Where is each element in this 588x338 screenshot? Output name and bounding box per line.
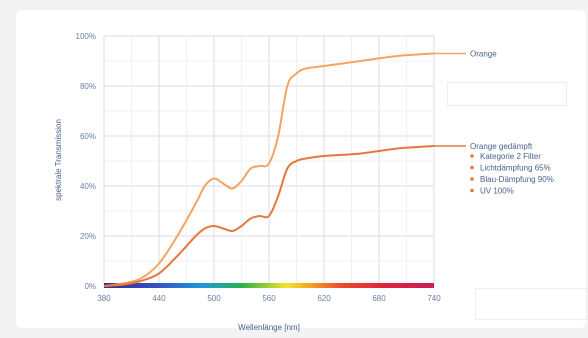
legend-bullet-dot	[470, 177, 474, 181]
legend-bullet-text: Lichtdämpfung 65%	[480, 164, 551, 173]
y-tick-label: 60%	[80, 132, 96, 141]
y-tick-label: 80%	[80, 82, 96, 91]
y-tick-label: 20%	[80, 232, 96, 241]
legend-bullet-dot	[470, 165, 474, 170]
y-tick-label: 0%	[84, 282, 96, 291]
x-tick-label: 380	[97, 294, 111, 303]
legend-bullet-text: Blau-Dämpfung 90%	[480, 175, 554, 184]
spectrum-gradient	[104, 283, 434, 288]
grid-lines	[103, 35, 435, 287]
series-line-0	[103, 52, 435, 287]
legend-label-0: Orange	[470, 50, 497, 59]
x-tick-label: 560	[262, 294, 276, 303]
legend-bullet-text: Kategorie 2 Filter	[480, 152, 541, 161]
y-axis-title: spektrale Transmission	[54, 119, 63, 201]
legend-bullet-text: UV 100%	[480, 187, 514, 196]
y-tick-label: 100%	[76, 32, 96, 41]
x-tick-label: 680	[372, 294, 386, 303]
legend-label-1: Orange gedämpft	[470, 142, 533, 151]
chart-frame	[16, 10, 586, 328]
x-axis-ticks: 380 440 500 560 620 680 740	[97, 294, 441, 303]
x-tick-label: 440	[152, 294, 166, 303]
series-line-1	[103, 145, 435, 287]
series-lines	[103, 52, 435, 287]
y-axis-ticks: 0% 20% 40% 60% 80% 100%	[76, 32, 96, 291]
legend-bullet-dot	[470, 154, 474, 158]
x-tick-label: 620	[317, 294, 331, 303]
x-tick-label: 500	[207, 294, 221, 303]
x-tick-label: 740	[427, 294, 441, 303]
y-tick-label: 40%	[80, 182, 96, 191]
spectrum-bar	[104, 283, 434, 288]
legend-blank-panel-top	[447, 82, 567, 106]
x-axis-title: Wellenlänge [nm]	[238, 323, 300, 332]
legend-bullet-dot	[470, 188, 474, 193]
legend-blank-panel-bottom	[475, 288, 587, 320]
